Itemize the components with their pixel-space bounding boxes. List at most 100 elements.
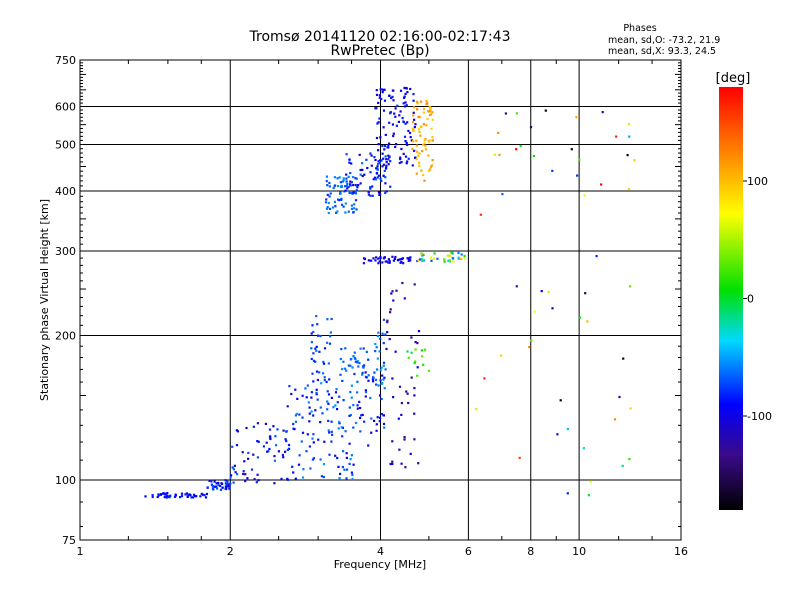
data-point [344, 211, 347, 214]
data-point [192, 493, 196, 496]
data-point [228, 487, 231, 490]
data-point [311, 324, 314, 327]
data-point [298, 413, 301, 416]
data-point [312, 359, 316, 362]
data-point [459, 257, 463, 260]
data-point [345, 369, 348, 372]
data-point [418, 116, 421, 119]
data-point [374, 178, 377, 181]
data-point [202, 493, 205, 496]
data-point [305, 396, 308, 399]
data-point [618, 395, 621, 399]
data-point [375, 167, 378, 170]
data-point [379, 369, 382, 372]
data-point [406, 160, 409, 163]
data-point [316, 323, 319, 326]
data-point [342, 177, 345, 180]
data-point [157, 494, 160, 497]
data-point [370, 417, 373, 420]
data-point [430, 259, 433, 262]
data-point [380, 366, 383, 369]
data-point [386, 319, 389, 322]
data-point [356, 391, 359, 394]
data-point [410, 351, 413, 354]
data-point [317, 334, 320, 337]
data-point [382, 414, 385, 417]
data-point [350, 162, 353, 165]
data-point [341, 435, 344, 438]
data-point [420, 169, 423, 172]
data-point [315, 388, 318, 391]
data-point [322, 360, 325, 363]
data-point [377, 191, 381, 194]
data-point [416, 108, 419, 111]
data-point [373, 371, 376, 374]
data-point [389, 311, 392, 314]
data-point [342, 179, 345, 182]
data-point [361, 373, 364, 376]
data-point [622, 357, 625, 360]
data-point [352, 404, 355, 407]
info-heading: Phases [623, 23, 656, 34]
data-point [371, 185, 374, 188]
data-point [403, 135, 407, 138]
data-point [324, 201, 328, 204]
data-point [344, 202, 347, 205]
data-point [414, 348, 417, 351]
data-point [217, 484, 220, 487]
data-point [357, 184, 360, 187]
data-point [337, 427, 340, 430]
data-point [326, 184, 329, 187]
data-point [433, 252, 436, 255]
data-point [352, 463, 355, 466]
data-point [319, 458, 322, 461]
data-point [530, 339, 533, 342]
data-point [493, 153, 496, 156]
data-point [388, 94, 391, 97]
data-point [334, 184, 337, 187]
data-point [364, 371, 367, 374]
data-point [294, 477, 297, 480]
data-point [210, 480, 213, 483]
data-point [144, 495, 147, 498]
data-point [320, 382, 323, 385]
data-point [379, 337, 382, 340]
data-point [221, 482, 224, 485]
data-point [179, 496, 182, 499]
data-point [358, 153, 361, 156]
data-point [559, 399, 562, 402]
data-point [350, 204, 353, 207]
data-point [336, 177, 339, 180]
data-point [407, 259, 410, 262]
data-point [308, 420, 311, 423]
data-point [451, 251, 454, 254]
data-point [350, 181, 353, 184]
data-point [419, 134, 422, 137]
data-point [292, 422, 295, 426]
data-point [628, 123, 631, 126]
x-tick-label: 10 [572, 545, 586, 558]
data-point [497, 131, 500, 134]
data-point [355, 421, 358, 424]
data-point [282, 429, 285, 432]
data-point [411, 121, 415, 124]
data-point [252, 453, 255, 456]
data-point [376, 416, 379, 419]
data-point [418, 161, 421, 164]
data-point [359, 168, 362, 172]
data-point [370, 164, 373, 167]
data-point [334, 391, 338, 394]
data-point [387, 158, 390, 161]
data-point [236, 430, 239, 433]
data-point [273, 482, 276, 485]
data-point [242, 472, 245, 476]
data-point [409, 259, 412, 262]
data-point [408, 131, 412, 135]
data-point [392, 259, 395, 262]
data-point [417, 259, 420, 262]
data-point [382, 361, 386, 364]
data-point [404, 466, 407, 469]
data-point [314, 347, 317, 350]
data-point [340, 348, 343, 351]
